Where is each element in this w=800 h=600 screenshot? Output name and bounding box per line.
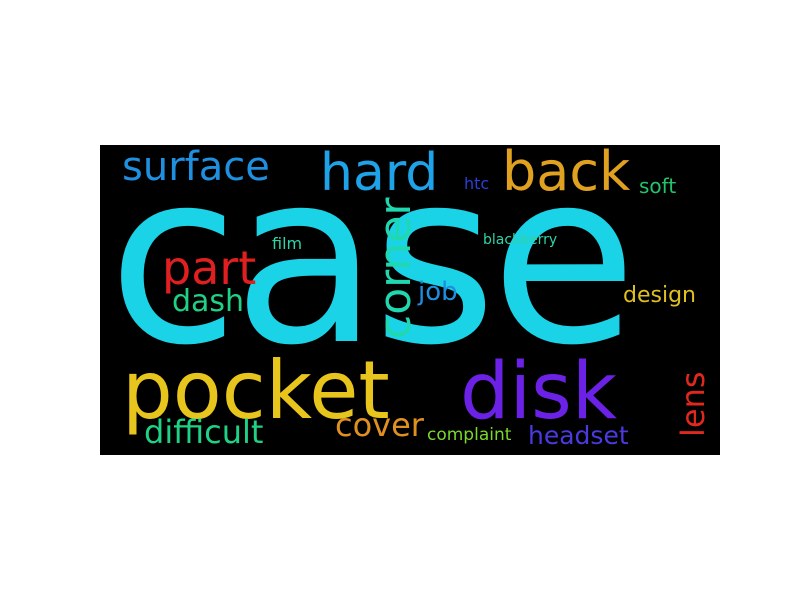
word-surface: surface <box>122 145 270 190</box>
word-design: design <box>623 283 696 308</box>
word-film: film <box>272 234 303 253</box>
word-complaint: complaint <box>427 425 512 445</box>
word-difficult: difficult <box>144 413 264 451</box>
word-soft: soft <box>639 174 677 198</box>
word-cover: cover <box>335 406 424 444</box>
word-disk: disk <box>460 347 617 437</box>
word-lens: lens <box>674 371 712 437</box>
word-corner: corner <box>370 197 421 339</box>
word-blackberry: blackberry <box>483 232 558 248</box>
word-cloud: case surface hard back soft htc film bla… <box>100 145 720 455</box>
word-pocket: pocket <box>122 344 390 437</box>
word-case: case <box>108 145 637 398</box>
word-job: job <box>418 277 458 307</box>
word-htc: htc <box>464 174 490 193</box>
word-part: part <box>162 241 257 295</box>
word-headset: headset <box>528 421 629 450</box>
word-dash: dash <box>172 284 245 319</box>
word-back: back <box>502 145 631 203</box>
word-hard: hard <box>320 145 439 203</box>
